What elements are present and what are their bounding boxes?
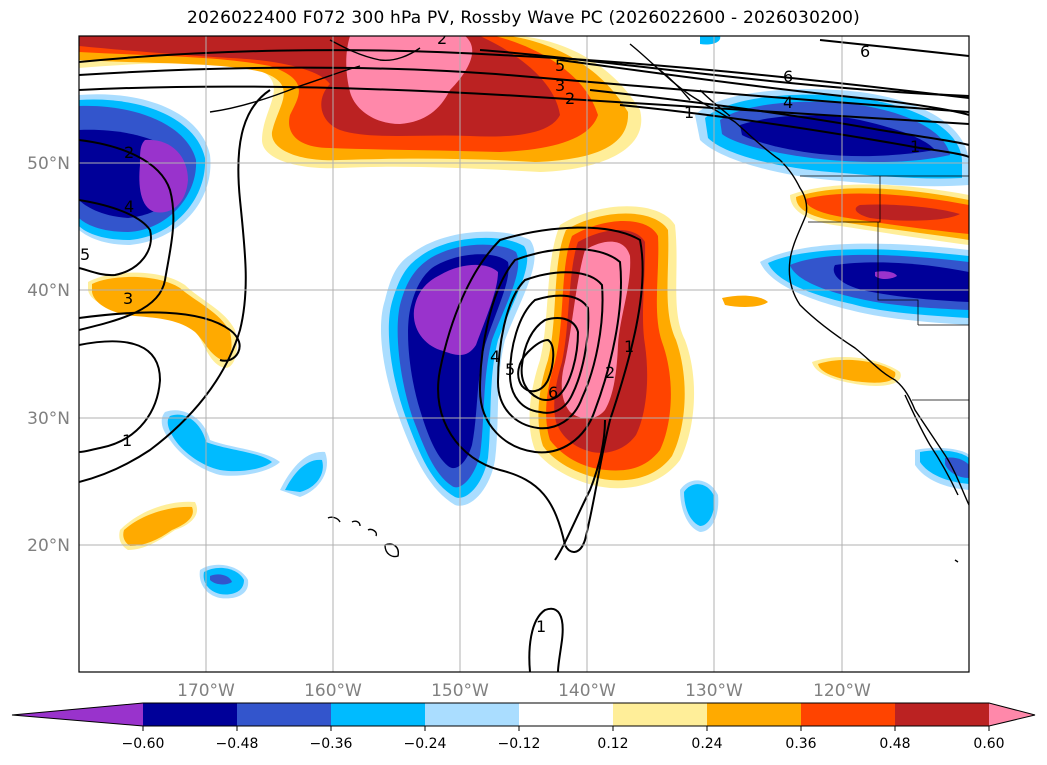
colorbar-tick-label: −0.36 [310, 736, 353, 752]
minor-anomalies [88, 272, 969, 599]
svg-text:20°N: 20°N [27, 536, 70, 556]
negative-anomaly-california [760, 243, 969, 325]
colorbar-ticks: −0.60 −0.48 −0.36 −0.24 −0.12 0.12 0.24 0.36 0.4… [122, 726, 1005, 752]
svg-text:1: 1 [536, 617, 546, 636]
svg-text:5: 5 [555, 56, 565, 75]
pv-contours [79, 39, 969, 672]
latitude-labels: 50°N 40°N 30°N 20°N [27, 154, 70, 556]
colorbar-extend-max [989, 703, 1035, 726]
svg-text:160°W: 160°W [304, 681, 362, 701]
colorbar-tick-label: 0.24 [691, 736, 722, 752]
colorbar: −0.60 −0.48 −0.36 −0.24 −0.12 0.12 0.24 0.36 0.4… [11, 702, 1036, 752]
positive-anomaly-central [529, 206, 695, 489]
svg-text:1: 1 [684, 103, 694, 122]
svg-text:1: 1 [624, 337, 634, 356]
positive-anomaly-oregon [790, 184, 969, 245]
svg-text:5: 5 [505, 360, 515, 379]
colorbar-segment [425, 703, 520, 726]
colorbar-tick-label: 0.48 [879, 736, 910, 752]
svg-text:150°W: 150°W [431, 681, 489, 701]
svg-text:2: 2 [565, 89, 575, 108]
political-borders [800, 175, 969, 401]
colorbar-segment [143, 703, 238, 726]
svg-text:2: 2 [124, 143, 134, 162]
svg-text:4: 4 [783, 93, 793, 112]
colorbar-tick-label: −0.60 [122, 736, 165, 752]
svg-text:6: 6 [548, 383, 558, 402]
colorbar-tick-label: 0.12 [597, 736, 628, 752]
svg-text:120°W: 120°W [813, 681, 871, 701]
colorbar-segments [12, 703, 1035, 726]
contour-labels: 5 3 2 6 6 4 1 2 4 5 3 1 4 5 6 2 1 1 2 1 [80, 29, 920, 636]
colorbar-segment [237, 703, 332, 726]
colorbar-tick-label: 0.36 [785, 736, 816, 752]
negative-anomaly-northeast [695, 89, 969, 187]
gridlines [79, 36, 969, 672]
plot-frame [78, 35, 970, 673]
positive-anomaly-north [79, 36, 721, 172]
svg-text:1: 1 [910, 137, 920, 156]
colorbar-segment [613, 703, 708, 726]
colorbar-segment [895, 703, 990, 726]
svg-text:4: 4 [490, 347, 500, 366]
longitude-labels: 170°W 160°W 150°W 140°W 130°W 120°W [177, 681, 871, 701]
svg-text:3: 3 [123, 289, 133, 308]
svg-text:6: 6 [860, 42, 870, 61]
svg-text:1: 1 [122, 431, 132, 450]
colorbar-tick-label: −0.24 [404, 736, 447, 752]
svg-text:130°W: 130°W [685, 681, 743, 701]
svg-text:5: 5 [80, 245, 90, 264]
svg-text:40°N: 40°N [27, 281, 70, 301]
svg-text:170°W: 170°W [177, 681, 235, 701]
svg-text:4: 4 [124, 197, 134, 216]
colorbar-tick-label: −0.12 [498, 736, 541, 752]
colorbar-segment [519, 703, 614, 726]
colorbar-tick-label: −0.48 [216, 736, 259, 752]
map-title: 2026022400 F072 300 hPa PV, Rossby Wave … [187, 8, 860, 28]
colorbar-segment [331, 703, 426, 726]
svg-text:140°W: 140°W [558, 681, 616, 701]
coastlines [209, 39, 969, 563]
svg-text:50°N: 50°N [27, 154, 70, 174]
colorbar-outline [11, 702, 1036, 727]
colorbar-extend-min [12, 703, 143, 726]
svg-text:30°N: 30°N [27, 409, 70, 429]
colorbar-segment [707, 703, 802, 726]
colorbar-tick-label: 0.60 [973, 736, 1004, 752]
svg-text:2: 2 [605, 363, 615, 382]
svg-text:6: 6 [783, 67, 793, 86]
colorbar-segment [801, 703, 896, 726]
svg-text:2: 2 [437, 29, 447, 48]
svg-text:3: 3 [555, 76, 565, 95]
